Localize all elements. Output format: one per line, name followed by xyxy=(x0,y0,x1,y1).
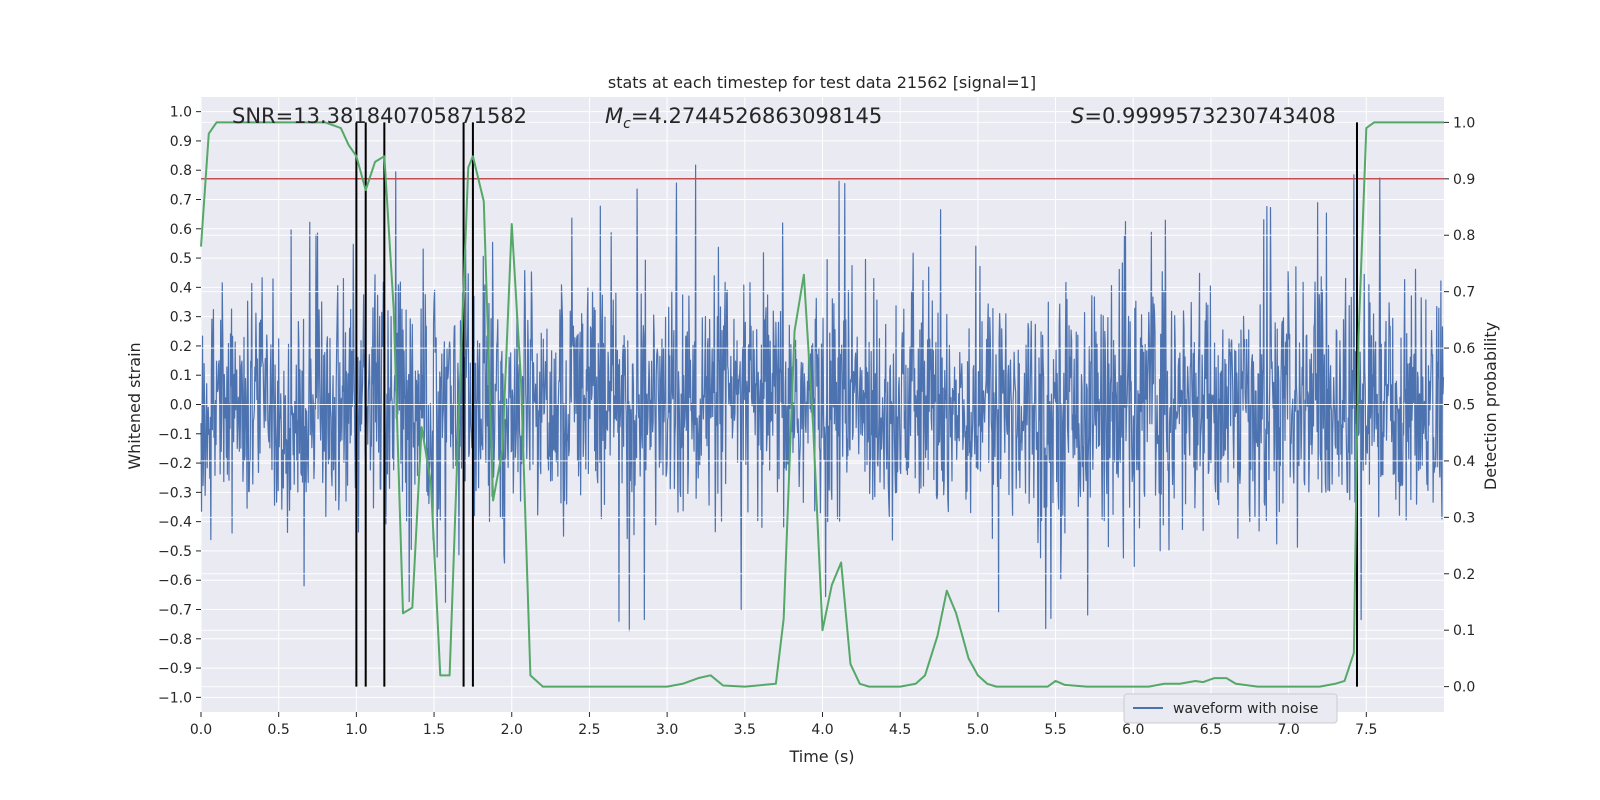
y-right-tick-label: 0.3 xyxy=(1453,510,1475,526)
y-right-tick-label: 0.9 xyxy=(1453,172,1475,188)
y-tick-label: −0.5 xyxy=(158,544,192,560)
x-tick-label: 0.0 xyxy=(190,722,212,738)
probability-series xyxy=(200,121,1444,688)
chart-title: stats at each timestep for test data 215… xyxy=(608,73,1036,92)
y-tick-label: 0.7 xyxy=(170,193,192,209)
x-tick-label: 4.5 xyxy=(889,722,911,738)
y-tick-label: 0.6 xyxy=(170,222,192,238)
y-axis-right-label: Detection probability xyxy=(1481,322,1500,490)
y-tick-label: 0.1 xyxy=(170,368,192,384)
x-tick-label: 5.0 xyxy=(967,722,989,738)
x-tick-label: 7.5 xyxy=(1355,722,1377,738)
x-tick-label: 7.0 xyxy=(1277,722,1299,738)
x-tick-label: 5.5 xyxy=(1044,722,1066,738)
y-tick-label: −0.9 xyxy=(158,661,192,677)
y-right-tick-label: 0.5 xyxy=(1453,398,1475,414)
x-tick-label: 2.5 xyxy=(578,722,600,738)
y-right-tick-label: 0.7 xyxy=(1453,285,1475,301)
x-tick-label: 3.0 xyxy=(656,722,678,738)
y-tick-label: −0.8 xyxy=(158,632,192,648)
x-tick-label: 2.0 xyxy=(501,722,523,738)
mc-subscript: c xyxy=(623,116,631,132)
s-symbol: S xyxy=(1071,104,1084,128)
waveform-series xyxy=(200,164,1445,632)
y-tick-label: −1.0 xyxy=(158,690,192,706)
s-value: =0.9999573230743408 xyxy=(1084,104,1335,128)
y-tick-label: −0.1 xyxy=(158,427,192,443)
y-axis-label: Whitened strain xyxy=(125,342,144,469)
y-tick-label: 0.2 xyxy=(170,339,192,355)
mc-value: =4.2744526863098145 xyxy=(631,104,882,128)
x-tick-label: 3.5 xyxy=(734,722,756,738)
detection-probability-line xyxy=(200,121,1444,688)
mc-symbol: M xyxy=(605,104,623,128)
x-tick-label: 0.5 xyxy=(268,722,290,738)
legend-box xyxy=(1123,693,1338,724)
y-tick-label: −0.4 xyxy=(158,515,192,531)
y-right-tick-label: 0.4 xyxy=(1453,454,1475,470)
x-tick-label: 1.5 xyxy=(423,722,445,738)
y-tick-label: −0.2 xyxy=(158,456,192,472)
snr-annotation: SNR=13.381840705871582 xyxy=(232,104,527,128)
chirp-mass-annotation: Mc=4.2744526863098145 xyxy=(605,104,882,132)
waveform-line xyxy=(200,164,1445,632)
y-tick-label: 0.9 xyxy=(170,134,192,150)
y-tick-label: −0.3 xyxy=(158,485,192,501)
y-tick-label: 0.4 xyxy=(170,280,192,296)
y-tick-label: 1.0 xyxy=(170,105,192,121)
legend: waveform with noise xyxy=(1123,693,1338,724)
y-tick-label: 0.0 xyxy=(170,398,192,414)
legend-label: waveform with noise xyxy=(1173,701,1318,717)
x-axis-label: Time (s) xyxy=(788,747,854,766)
x-tick-label: 6.5 xyxy=(1200,722,1222,738)
y-right-tick-label: 1.0 xyxy=(1453,115,1475,131)
y-tick-label: 0.5 xyxy=(170,251,192,267)
y-tick-label: −0.7 xyxy=(158,603,192,619)
y-right-tick-label: 0.0 xyxy=(1453,680,1475,696)
x-tick-label: 4.0 xyxy=(811,722,833,738)
y-tick-label: 0.8 xyxy=(170,163,192,179)
y-right-tick-label: 0.2 xyxy=(1453,567,1475,583)
y-right-tick-label: 0.8 xyxy=(1453,228,1475,244)
score-annotation: S=0.9999573230743408 xyxy=(1071,104,1336,128)
y-tick-label: −0.6 xyxy=(158,573,192,589)
y-tick-label: 0.3 xyxy=(170,310,192,326)
y-right-tick-label: 0.6 xyxy=(1453,341,1475,357)
y-right-tick-label: 0.1 xyxy=(1453,623,1475,639)
x-tick-label: 1.0 xyxy=(345,722,367,738)
axes: 0.0 0.5 1.0 1.5 2.0 2.5 3.0 3.5 4.0 4.5 5.0 5.5 6.0 6… xyxy=(158,105,1475,738)
x-tick-label: 6.0 xyxy=(1122,722,1144,738)
